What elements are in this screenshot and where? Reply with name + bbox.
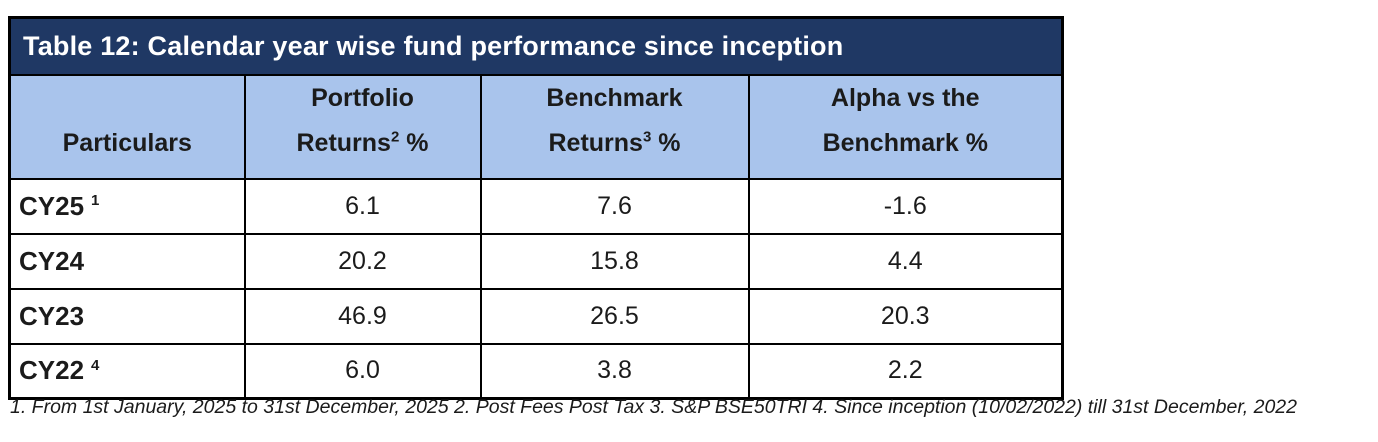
benchmark-header-line1: Benchmark <box>546 83 683 112</box>
table-row-cy24: CY24 20.2 15.8 4.4 <box>8 232 1064 290</box>
table-row-cy23: CY23 46.9 26.5 20.3 <box>8 287 1064 345</box>
column-header-alpha: Alpha vs the Benchmark % <box>747 73 1064 180</box>
cy24-benchmark-value: 15.8 <box>479 232 750 290</box>
column-header-portfolio-returns: Portfolio Returns2 % <box>243 73 482 180</box>
row-label-cy25: CY25 1 <box>8 177 246 235</box>
table-footnote: 1. From 1st January, 2025 to 31st Decemb… <box>10 396 1297 418</box>
benchmark-header-line2: Returns3 % <box>548 128 681 157</box>
column-header-benchmark-returns: Benchmark Returns3 % <box>479 73 750 180</box>
table-title: Table 12: Calendar year wise fund perfor… <box>8 16 1064 76</box>
alpha-header-line2: Benchmark % <box>822 128 988 157</box>
table-title-row: Table 12: Calendar year wise fund perfor… <box>8 16 1064 76</box>
cy22-footnote-ref: 4 <box>91 356 100 374</box>
row-label-cy22: CY22 4 <box>8 342 246 400</box>
portfolio-footnote-ref: 2 <box>390 128 400 146</box>
cy25-footnote-ref: 1 <box>91 191 100 209</box>
table-row-cy22: CY22 4 6.0 3.8 2.2 <box>8 342 1064 400</box>
alpha-header-line1: Alpha vs the <box>830 83 980 112</box>
portfolio-header-line1: Portfolio <box>311 83 414 112</box>
cy23-alpha-value: 20.3 <box>747 287 1064 345</box>
column-header-particulars: Particulars <box>8 73 246 180</box>
cy25-alpha-value: -1.6 <box>747 177 1064 235</box>
benchmark-footnote-ref: 3 <box>642 128 652 146</box>
cy25-portfolio-value: 6.1 <box>243 177 482 235</box>
cy23-benchmark-value: 26.5 <box>479 287 750 345</box>
table-row-cy25: CY25 1 6.1 7.6 -1.6 <box>8 177 1064 235</box>
cy24-portfolio-value: 20.2 <box>243 232 482 290</box>
cy25-benchmark-value: 7.6 <box>479 177 750 235</box>
cy22-benchmark-value: 3.8 <box>479 342 750 400</box>
cy22-alpha-value: 2.2 <box>747 342 1064 400</box>
table-header-row: Particulars Portfolio Returns2 % Benchma… <box>8 73 1064 180</box>
cy22-portfolio-value: 6.0 <box>243 342 482 400</box>
row-label-cy24: CY24 <box>8 232 246 290</box>
cy24-alpha-value: 4.4 <box>747 232 1064 290</box>
row-label-cy23: CY23 <box>8 287 246 345</box>
column-header-particulars-label: Particulars <box>62 128 192 157</box>
portfolio-header-line2: Returns2 % <box>296 128 429 157</box>
cy23-portfolio-value: 46.9 <box>243 287 482 345</box>
fund-performance-table: Table 12: Calendar year wise fund perfor… <box>8 16 1065 400</box>
